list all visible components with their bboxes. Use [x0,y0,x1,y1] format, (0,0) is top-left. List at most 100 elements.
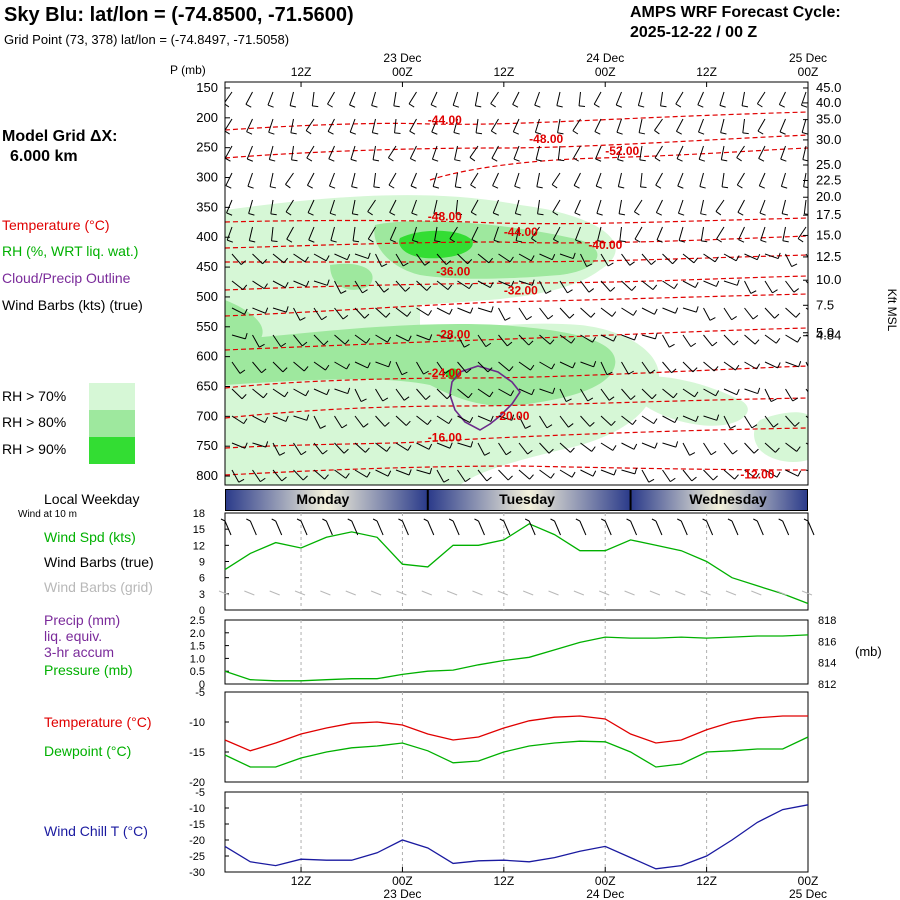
wind-barb-flag [467,259,473,265]
wind-barb-staff [293,442,302,456]
surface-wind-barb-flag [499,518,505,522]
wind-barb [477,469,492,482]
wind-barb-flag [719,104,726,108]
wind-barb-flag [735,255,740,262]
wind-barb-staff [551,172,561,185]
wind-barb [518,442,533,455]
wind-barb-staff [721,172,725,187]
wind-barb-staff [512,118,520,132]
wind-barb [457,334,470,348]
wind-barb-flag [735,364,740,371]
wind-barb [306,172,315,189]
wind-barb-flag [408,103,415,108]
wind-barb-flag [350,131,357,135]
wind-barb-flag [290,132,297,135]
wind-barb [329,199,337,216]
wind-barb-flag [715,280,720,287]
y-tick-label: 1.0 [190,653,205,665]
wind-barb [764,388,777,403]
wind-barb-staff [388,172,397,186]
wind-barb-flag [360,398,367,403]
wind-barb [434,226,441,243]
temperature-contour [225,397,808,419]
wind-barb-flag [712,475,718,481]
wind-barb [662,469,676,483]
pressure-tick-label: 450 [196,259,218,274]
wind-barb [231,469,245,483]
wind-barb [621,467,638,475]
wind-barb [457,307,474,314]
wind-barb-staff [662,307,676,314]
wind-barb-flag [328,158,335,162]
wind-barb [758,145,766,162]
temperature-label: -36.00 [436,264,470,278]
wind-barb [350,145,357,162]
height-tick-label: 35.0 [816,112,841,127]
wind-barb-flag [551,254,556,260]
wind-barb [416,442,433,450]
wind-barb-staff [518,415,526,429]
wind-barb-staff [719,91,725,106]
wind-barb-staff [285,172,294,185]
wind-barb-flag [345,473,350,479]
wind-barb-flag [350,158,357,162]
wind-barb-staff [498,415,512,421]
wind-barb-flag [388,360,392,367]
wind-barb-staff [638,118,643,133]
wind-barb [334,280,347,294]
wind-barb-flag [340,290,347,294]
wind-barb-staff [514,172,520,187]
wind-barb-flag [753,448,759,454]
wind-barb [268,118,275,135]
cycle-value: 2025-12-22 / 00 Z [630,24,758,41]
wind-barb [552,226,561,243]
wind-barb [394,118,401,135]
wind-barb-flag [595,158,602,162]
wind-barb-staff [498,334,508,347]
wind-barb [431,118,438,135]
wind-barb-staff [723,388,737,396]
wind-barb-staff [354,280,363,294]
wind-barb-flag [535,131,542,135]
wind-barb-flag [777,362,781,369]
wind-barb [803,172,808,189]
wind-barb [252,280,268,290]
wind-barb-flag [610,420,616,426]
wind-barb [703,334,718,347]
grid-wind-barb [218,590,230,596]
wind-barb-staff [375,253,383,267]
wind-barb-flag [407,445,412,451]
wind-barb [416,280,432,291]
wind-barb-flag [486,476,492,482]
wind-barb-staff [518,388,532,396]
wind-barb-flag [630,395,636,400]
wind-barb-flag [384,422,390,427]
wind-barb-staff [285,199,294,213]
wind-barb-staff [416,415,428,426]
height-tick-label: 5.0 [816,325,834,340]
wind-barb-staff [531,226,540,239]
wind-barb-staff [416,361,424,375]
wind-barb [289,91,297,108]
wind-barb [231,361,246,374]
wind-barb-flag [269,159,276,162]
wind-barb [231,415,248,425]
wind-barb [618,199,626,216]
wind-barb-staff [600,442,614,451]
wind-barb [719,91,726,108]
wind-barb [409,145,417,162]
wind-barb [334,253,351,261]
surface-wind-barb-flag [296,518,302,522]
surface-wind-barb [630,520,638,536]
bottom-date-label: 24 Dec [586,887,624,900]
wind-barb-flag [793,288,800,293]
wind-barb-staff [272,334,282,347]
wind-barb-flag [433,213,440,216]
wind-barb [515,226,523,243]
wind-barb-staff [600,469,615,476]
wind-barb-staff [436,415,450,425]
wind-barb [306,145,315,162]
wind-barb [736,145,745,162]
wind-barb-staff [226,226,233,241]
wind-barb-staff [676,145,684,159]
